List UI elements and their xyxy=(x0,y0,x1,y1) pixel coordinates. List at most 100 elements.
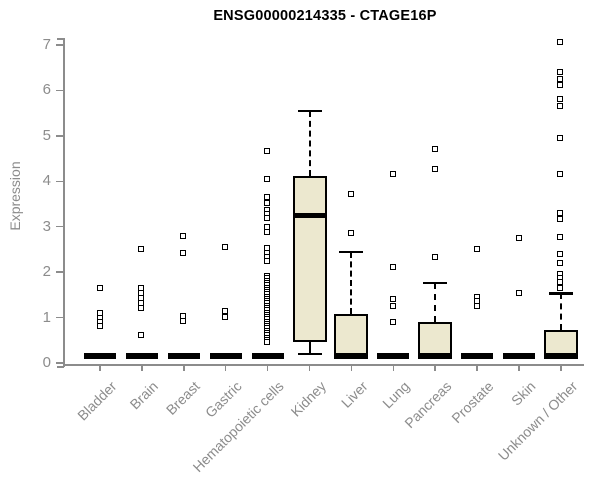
collapsed-box xyxy=(503,353,535,359)
y-axis-endcap-bottom xyxy=(57,366,64,368)
y-tick xyxy=(56,362,64,364)
outlier-point xyxy=(138,332,145,339)
x-tick xyxy=(392,365,395,371)
collapsed-box xyxy=(461,353,494,359)
outlier-point xyxy=(96,284,103,291)
x-tick xyxy=(99,365,101,371)
y-tick-label: 4 xyxy=(42,172,51,190)
outlier-point xyxy=(96,323,103,330)
y-tick xyxy=(56,316,64,319)
outlier-point xyxy=(389,318,396,325)
x-category-label: Skin xyxy=(507,378,539,409)
outlier-point xyxy=(557,234,564,241)
outlier-point xyxy=(557,96,564,103)
collapsed-box xyxy=(377,353,410,359)
x-tick xyxy=(266,365,269,371)
y-tick-label: 1 xyxy=(42,308,51,326)
outlier-point xyxy=(473,245,480,252)
box-rect xyxy=(418,322,453,359)
outlier-point xyxy=(557,284,564,291)
x-tick xyxy=(350,365,353,371)
x-category-label: Kidney xyxy=(287,378,329,420)
outlier-point xyxy=(180,317,187,324)
outlier-point xyxy=(264,200,271,207)
outlier-point xyxy=(557,68,564,75)
outlier-point xyxy=(557,82,564,89)
y-tick xyxy=(56,89,64,92)
median-line xyxy=(334,353,369,359)
outlier-point xyxy=(557,216,564,223)
outlier-point xyxy=(557,135,564,142)
y-tick-label: 3 xyxy=(42,217,51,235)
box-rect xyxy=(292,175,327,343)
outlier-point xyxy=(473,302,480,309)
outlier-point xyxy=(557,103,564,110)
x-category-label: Prostate xyxy=(448,378,497,427)
y-tick-label: 7 xyxy=(42,35,51,53)
outlier-point xyxy=(389,295,396,302)
x-tick xyxy=(560,365,562,371)
median-line xyxy=(418,353,453,359)
whisker-line-upper xyxy=(350,252,353,314)
x-category-label: Unknown / Other xyxy=(494,378,581,464)
collapsed-box xyxy=(84,353,116,359)
y-tick xyxy=(56,225,64,228)
y-tick-label: 6 xyxy=(42,81,51,99)
outlier-point xyxy=(264,228,271,235)
collapsed-box xyxy=(251,353,284,359)
whisker-cap-upper xyxy=(423,281,448,285)
outlier-point xyxy=(138,245,145,252)
outlier-point xyxy=(222,308,229,315)
x-tick xyxy=(518,365,520,371)
outlier-point xyxy=(389,302,396,309)
median-line xyxy=(292,213,327,219)
median-line xyxy=(543,353,578,359)
outlier-point xyxy=(264,194,271,201)
outlier-point xyxy=(180,233,187,240)
x-tick xyxy=(183,365,185,371)
outlier-point xyxy=(264,176,271,183)
outlier-point xyxy=(557,279,564,286)
y-tick xyxy=(56,135,64,137)
x-tick xyxy=(224,365,227,371)
whisker-cap-upper xyxy=(297,109,322,113)
outlier-point xyxy=(557,170,564,177)
outlier-point xyxy=(264,148,271,155)
x-category-label: Brain xyxy=(126,378,162,413)
y-tick xyxy=(56,180,64,183)
whisker-line-lower xyxy=(308,342,311,354)
whisker-line-upper xyxy=(434,283,437,323)
x-tick xyxy=(434,365,436,371)
y-tick-label: 0 xyxy=(42,354,51,371)
outlier-point xyxy=(347,191,354,198)
x-category-label: Bladder xyxy=(73,378,120,424)
whisker-line-upper xyxy=(308,110,311,176)
x-category-label: Lung xyxy=(379,378,413,412)
x-tick xyxy=(141,365,143,371)
x-category-label: Liver xyxy=(337,378,371,411)
y-tick xyxy=(56,44,64,46)
outlier-point xyxy=(557,39,564,46)
whisker-cap-lower xyxy=(297,352,322,356)
x-axis-line xyxy=(64,364,584,366)
whisker-cap-upper xyxy=(339,250,364,254)
x-tick xyxy=(476,365,478,371)
outlier-point xyxy=(138,304,145,311)
outlier-point xyxy=(557,260,564,267)
collapsed-box xyxy=(209,353,242,359)
collapsed-box xyxy=(167,353,200,359)
box-rect xyxy=(334,313,369,359)
outlier-point xyxy=(347,229,354,236)
outlier-point xyxy=(222,244,229,251)
outlier-point xyxy=(431,254,438,261)
outlier-point xyxy=(431,145,438,152)
y-tick xyxy=(56,271,64,273)
outlier-point xyxy=(515,235,522,242)
outlier-point xyxy=(264,215,271,222)
outlier-point xyxy=(557,210,564,217)
y-tick-label: 2 xyxy=(42,263,51,281)
outlier-point xyxy=(222,314,229,321)
outlier-point xyxy=(264,258,271,265)
